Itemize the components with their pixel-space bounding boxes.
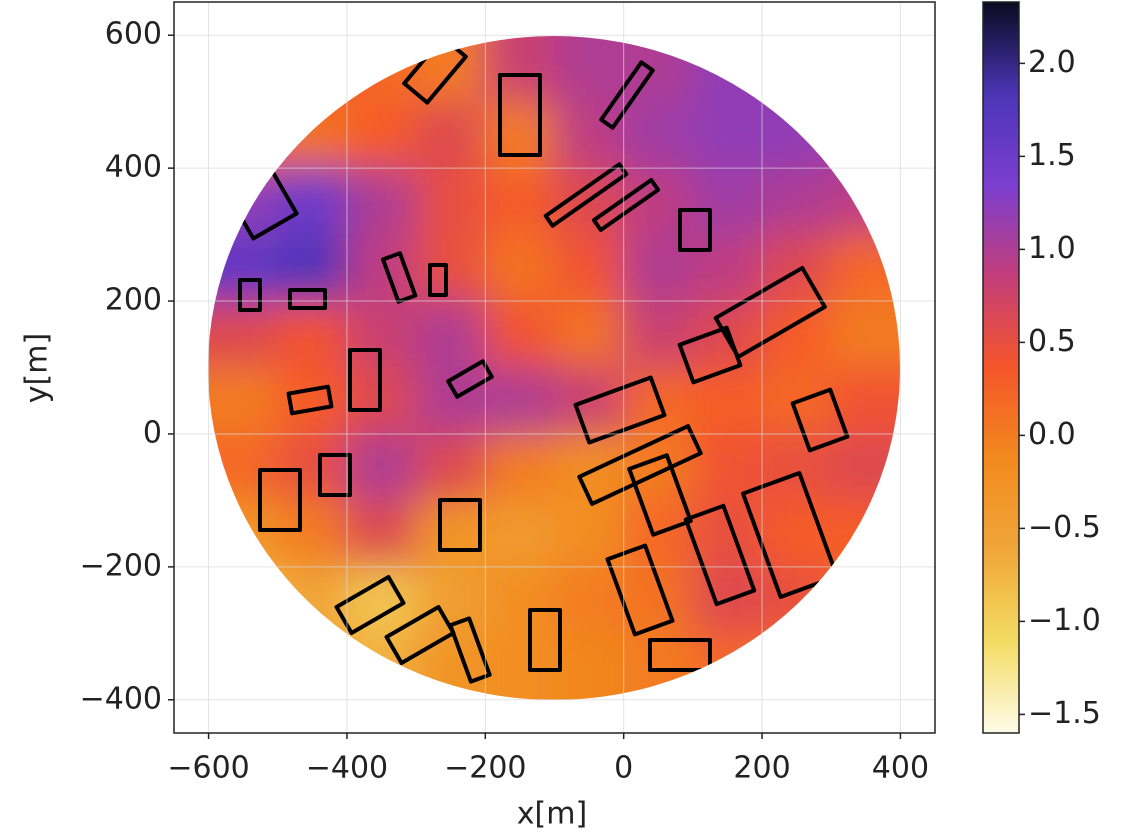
x-tick-label: 400: [872, 751, 929, 786]
y-tick-label: −400: [80, 681, 162, 716]
heatmap-cell: [831, 500, 944, 568]
heatmap-cell: [415, 0, 486, 102]
heatmap-cell: [166, 0, 279, 102]
heatmap-cell: [346, 500, 417, 568]
x-tick-label: 0: [614, 751, 633, 786]
heatmap-cell: [831, 633, 944, 741]
heatmap-cell: [277, 367, 348, 435]
heatmap-cell: [831, 234, 944, 302]
heatmap-cell: [485, 433, 556, 501]
heatmap-cell: [485, 234, 556, 302]
heatmap-cell: [415, 500, 486, 568]
heatmap-cell: [485, 633, 556, 741]
field: [166, 0, 944, 741]
heatmap-cell: [346, 433, 417, 501]
heatmap-cell: [831, 300, 944, 368]
x-tick-label: −400: [306, 751, 388, 786]
heatmap-cell: [623, 633, 694, 741]
heatmap-cell: [831, 367, 944, 435]
heatmap-cell: [415, 234, 486, 302]
x-axis-label: x[m]: [517, 797, 587, 832]
y-tick-label: 400: [105, 150, 162, 185]
heatmap-cell: [554, 0, 625, 102]
heatmap-cell: [692, 101, 763, 169]
y-tick-label: 0: [143, 415, 162, 450]
heatmap-cell: [761, 234, 832, 302]
x-tick-label: 200: [733, 751, 790, 786]
heatmap-cell: [831, 0, 944, 102]
x-tick-label: −200: [444, 751, 526, 786]
heatmap-cell: [485, 101, 556, 169]
heatmap-cell: [166, 566, 279, 634]
heatmap-cell: [415, 367, 486, 435]
heatmap-cell: [831, 101, 944, 169]
y-axis-label: y[m]: [20, 333, 55, 403]
heatmap-cell: [831, 433, 944, 501]
heatmap-cell: [346, 101, 417, 169]
heatmap-cell: [554, 101, 625, 169]
heatmap-cell: [831, 167, 944, 235]
heatmap-cell: [415, 300, 486, 368]
y-tick-label: −200: [80, 548, 162, 583]
heatmap-cell: [623, 234, 694, 302]
colorbar-tick-label: −1.5: [1028, 696, 1101, 731]
heatmap-cell: [277, 300, 348, 368]
heatmap-cell: [623, 101, 694, 169]
heatmap-cell: [761, 0, 832, 102]
colorbar-tick-label: 2.0: [1028, 45, 1076, 80]
y-tick-label: 600: [105, 17, 162, 52]
heatmap-cell: [485, 566, 556, 634]
heatmap-cell: [415, 167, 486, 235]
colorbar-tick-label: −0.5: [1028, 510, 1101, 545]
colorbar-tick-label: −1.0: [1028, 603, 1101, 638]
heatmap-cell: [692, 0, 763, 102]
heatmap-cell: [277, 101, 348, 169]
heatmap-cell: [277, 0, 348, 102]
heatmap-cell: [554, 300, 625, 368]
heatmap-cell: [761, 167, 832, 235]
heatmap-cell: [761, 633, 832, 741]
heatmap-cell: [623, 167, 694, 235]
heatmap-cell: [831, 566, 944, 634]
colorbar-tick-label: 0.0: [1028, 417, 1076, 452]
chart: −600−400−2000200400−400−2000200400600 x[…: [0, 0, 1122, 838]
heatmap-cell: [623, 0, 694, 102]
heatmap-cell: [692, 167, 763, 235]
x-tick-label: −600: [167, 751, 249, 786]
heatmap-cell: [485, 167, 556, 235]
heatmap-cell: [692, 500, 763, 568]
colorbar-tick-label: 1.5: [1028, 138, 1076, 173]
heatmap-cell: [166, 633, 279, 741]
heatmap: [166, 0, 944, 741]
heatmap-cell: [554, 633, 625, 741]
heatmap-cell: [166, 367, 279, 435]
heatmap-cell: [761, 433, 832, 501]
heatmap-cell: [415, 433, 486, 501]
heatmap-cell: [277, 633, 348, 741]
heatmap-cell: [761, 101, 832, 169]
heatmap-cell: [277, 566, 348, 634]
heatmap-cell: [485, 500, 556, 568]
heatmap-cell: [166, 101, 279, 169]
colorbar: [983, 2, 1019, 733]
heatmap-cell: [415, 101, 486, 169]
heatmap-cell: [554, 234, 625, 302]
heatmap-cell: [166, 167, 279, 235]
colorbar-tick-label: 1.0: [1028, 231, 1076, 266]
heatmap-cell: [277, 500, 348, 568]
colorbar-tick-label: 0.5: [1028, 324, 1076, 359]
y-tick-label: 200: [105, 283, 162, 318]
heatmap-cell: [346, 167, 417, 235]
heatmap-cell: [485, 367, 556, 435]
heatmap-cell: [692, 234, 763, 302]
heatmap-cell: [277, 433, 348, 501]
heatmap-cell: [692, 633, 763, 741]
heatmap-cell: [485, 0, 556, 102]
heatmap-cell: [485, 300, 556, 368]
heatmap-cell: [346, 633, 417, 741]
